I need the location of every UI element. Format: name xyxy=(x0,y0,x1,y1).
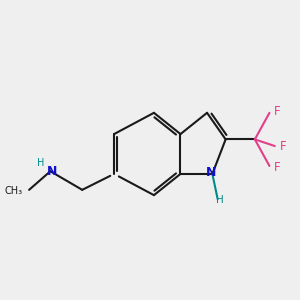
Text: N: N xyxy=(46,165,57,178)
Text: H: H xyxy=(38,158,45,168)
Text: F: F xyxy=(280,140,286,152)
Text: F: F xyxy=(273,105,280,118)
Text: H: H xyxy=(216,196,224,206)
Text: CH₃: CH₃ xyxy=(4,186,22,196)
Text: F: F xyxy=(273,161,280,174)
Text: N: N xyxy=(206,166,216,179)
